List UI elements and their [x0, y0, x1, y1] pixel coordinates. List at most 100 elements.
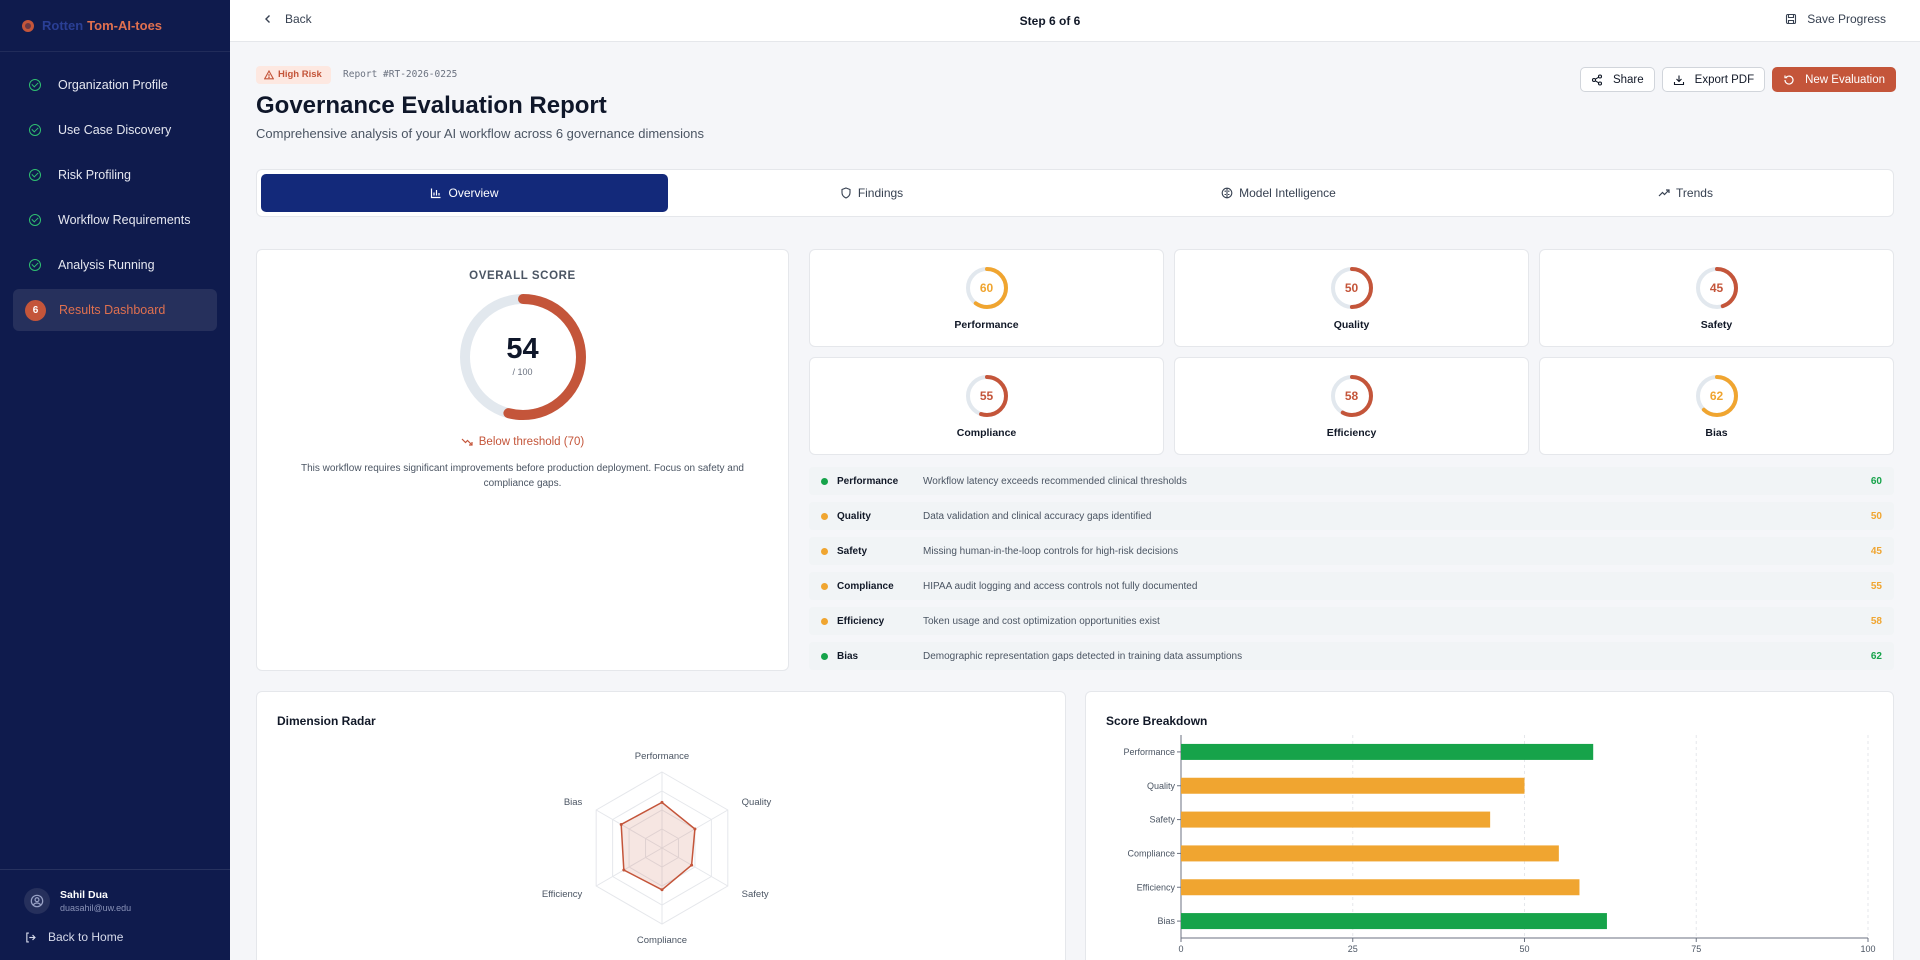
sidebar-item-organization-profile[interactable]: Organization Profile: [13, 64, 217, 106]
status-dot: [821, 652, 828, 660]
user-email: duasahil@uw.edu: [60, 903, 132, 913]
radar-axis-label: Compliance: [637, 935, 687, 946]
step-number-badge: 6: [25, 299, 46, 321]
metric-card-compliance: 55 Compliance: [809, 357, 1164, 455]
bar-x-tick-label: 25: [1348, 944, 1358, 954]
metric-ring-arc: [1695, 375, 1738, 417]
metric-card-safety: 45 Safety: [1539, 249, 1894, 347]
bar-x-tick-label: 50: [1519, 944, 1529, 954]
back-to-home-label: Back to Home: [48, 930, 124, 944]
share-icon: [1591, 73, 1603, 86]
finding-score: 45: [1870, 545, 1882, 557]
risk-level-text: High Risk: [278, 69, 322, 80]
radar-axis-label: Safety: [742, 889, 769, 900]
check-circle-icon: [29, 169, 41, 181]
finding-row[interactable]: Bias Demographic representation gaps det…: [809, 642, 1894, 670]
bar: [1181, 913, 1607, 930]
metric-ring: 60: [964, 265, 1010, 311]
sidebar-item-label: Results Dashboard: [59, 303, 166, 317]
metric-card-performance: 60 Performance: [809, 249, 1164, 347]
shield-icon: [841, 187, 851, 199]
user-profile[interactable]: Sahil Dua duasahil@uw.edu: [24, 888, 206, 914]
metric-value: 62: [1709, 389, 1724, 403]
share-button[interactable]: Share: [1579, 67, 1655, 92]
tab-label: Model Intelligence: [1239, 186, 1336, 200]
overall-score-arc: [459, 294, 586, 420]
check-circle-icon: [29, 124, 41, 136]
metric-value: 45: [1709, 281, 1724, 295]
bar: [1181, 845, 1559, 862]
status-dot: [821, 512, 828, 520]
topbar: Back Step 6 of 6 Save Progress: [230, 0, 1920, 42]
tab-model-intelligence[interactable]: Model Intelligence: [1075, 174, 1482, 212]
tomato-logo-icon: [22, 19, 34, 32]
page-subtitle: Comprehensive analysis of your AI workfl…: [256, 126, 704, 141]
finding-description: HIPAA audit logging and access controls …: [923, 580, 1198, 592]
bar-chart-icon: [431, 188, 441, 199]
check-circle-icon: [29, 214, 41, 226]
sidebar-item-label: Analysis Running: [58, 258, 155, 272]
finding-score: 62: [1870, 650, 1882, 662]
radar-axis-label: Efficiency: [542, 889, 583, 900]
bar-category-label: Safety: [1149, 815, 1175, 825]
score-breakdown-card: Score Breakdown 0 25 50 75 100 Performance Qua…: [1085, 691, 1894, 960]
refresh-icon: [1784, 74, 1794, 85]
threshold-status: Below threshold (70): [257, 436, 788, 448]
radar-series-area: [620, 801, 696, 891]
avatar: [24, 888, 50, 914]
metric-ring: 45: [1694, 265, 1740, 311]
bar-category-label: Bias: [1157, 916, 1175, 926]
finding-description: Token usage and cost optimization opport…: [923, 615, 1160, 627]
finding-score: 55: [1870, 580, 1882, 592]
bar-x-tick-label: 75: [1691, 944, 1701, 954]
warning-icon: [264, 70, 274, 80]
overall-score-label: OVERALL SCORE: [469, 270, 576, 282]
finding-row[interactable]: Performance Workflow latency exceeds rec…: [809, 467, 1894, 495]
metric-gauge: [1330, 267, 1373, 309]
radar-point: [660, 888, 664, 892]
tab-trends[interactable]: Trends: [1482, 174, 1889, 212]
bar-category-label: Quality: [1147, 781, 1176, 791]
finding-score: 60: [1870, 475, 1882, 487]
finding-dimension: Safety: [837, 545, 868, 557]
finding-score: 58: [1870, 615, 1882, 627]
sidebar-item-risk-profiling[interactable]: Risk Profiling: [13, 154, 217, 196]
metric-gauge: [1695, 267, 1738, 309]
trend-down-icon: [461, 438, 473, 446]
finding-row[interactable]: Efficiency Token usage and cost optimiza…: [809, 607, 1894, 635]
sidebar-item-workflow-requirements[interactable]: Workflow Requirements: [13, 199, 217, 241]
radar-title: Dimension Radar: [277, 714, 376, 728]
bar-x-tick-label: 0: [1178, 944, 1183, 954]
back-to-home-link[interactable]: Back to Home: [24, 930, 206, 944]
tab-findings[interactable]: Findings: [668, 174, 1075, 212]
sidebar-item-label: Risk Profiling: [58, 168, 131, 182]
metric-label: Quality: [1333, 319, 1370, 331]
metric-value: 58: [1344, 389, 1359, 403]
trend-up-icon: [1658, 189, 1670, 197]
save-progress-button[interactable]: Save Progress: [1785, 12, 1886, 26]
finding-description: Workflow latency exceeds recommended cli…: [923, 475, 1187, 487]
finding-row[interactable]: Quality Data validation and clinical acc…: [809, 502, 1894, 530]
sidebar-item-label: Workflow Requirements: [58, 213, 191, 227]
metric-value: 50: [1344, 281, 1359, 295]
sidebar-item-analysis-running[interactable]: Analysis Running: [13, 244, 217, 286]
brand[interactable]: Rotten Tom-AI-toes: [0, 0, 230, 52]
bar-category-label: Compliance: [1127, 848, 1175, 858]
new-evaluation-button[interactable]: New Evaluation: [1772, 67, 1896, 92]
sidebar-footer: Sahil Dua duasahil@uw.edu Back to Home: [0, 869, 230, 960]
export-pdf-button[interactable]: Export PDF: [1661, 67, 1766, 92]
radar-point: [622, 868, 626, 872]
tab-overview[interactable]: Overview: [261, 174, 668, 212]
metric-ring-arc: [1695, 267, 1738, 309]
back-button[interactable]: Back: [262, 12, 312, 26]
finding-row[interactable]: Compliance HIPAA audit logging and acces…: [809, 572, 1894, 600]
finding-row[interactable]: Safety Missing human-in-the-loop control…: [809, 537, 1894, 565]
bar: [1181, 777, 1525, 794]
status-dot: [821, 617, 828, 625]
metric-ring-arc: [1330, 375, 1373, 417]
metric-card-quality: 50 Quality: [1174, 249, 1529, 347]
sidebar: Rotten Tom-AI-toes Organization Profile …: [0, 0, 230, 960]
status-dot: [821, 547, 828, 555]
sidebar-item-results-dashboard[interactable]: 6 Results Dashboard: [13, 289, 217, 331]
sidebar-item-use-case-discovery[interactable]: Use Case Discovery: [13, 109, 217, 151]
